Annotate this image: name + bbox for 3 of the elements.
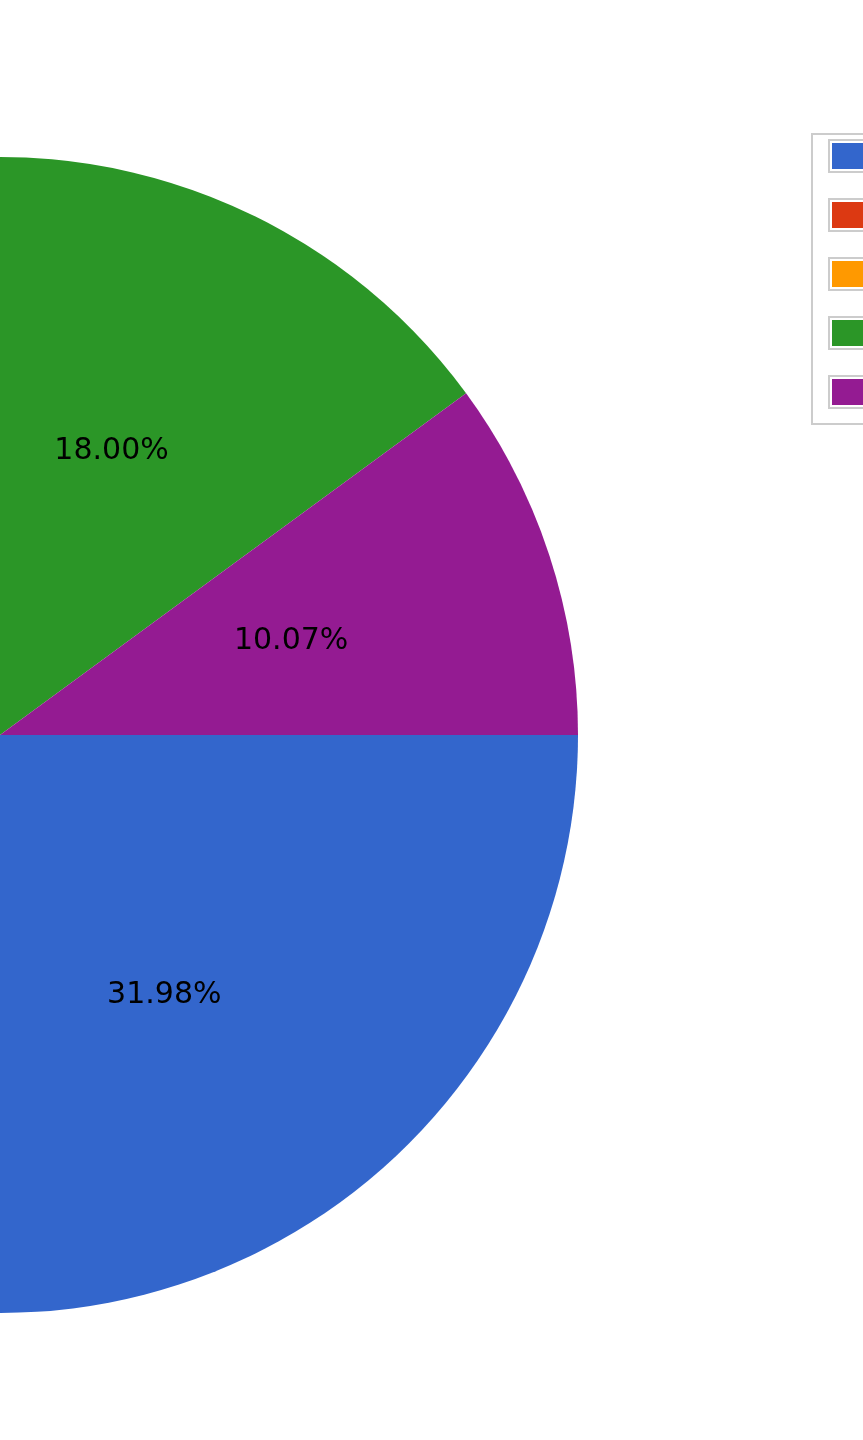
- data-label: 31.98%: [107, 974, 222, 1010]
- data-label: 18.00%: [54, 430, 169, 466]
- data-label: 10.07%: [233, 620, 349, 656]
